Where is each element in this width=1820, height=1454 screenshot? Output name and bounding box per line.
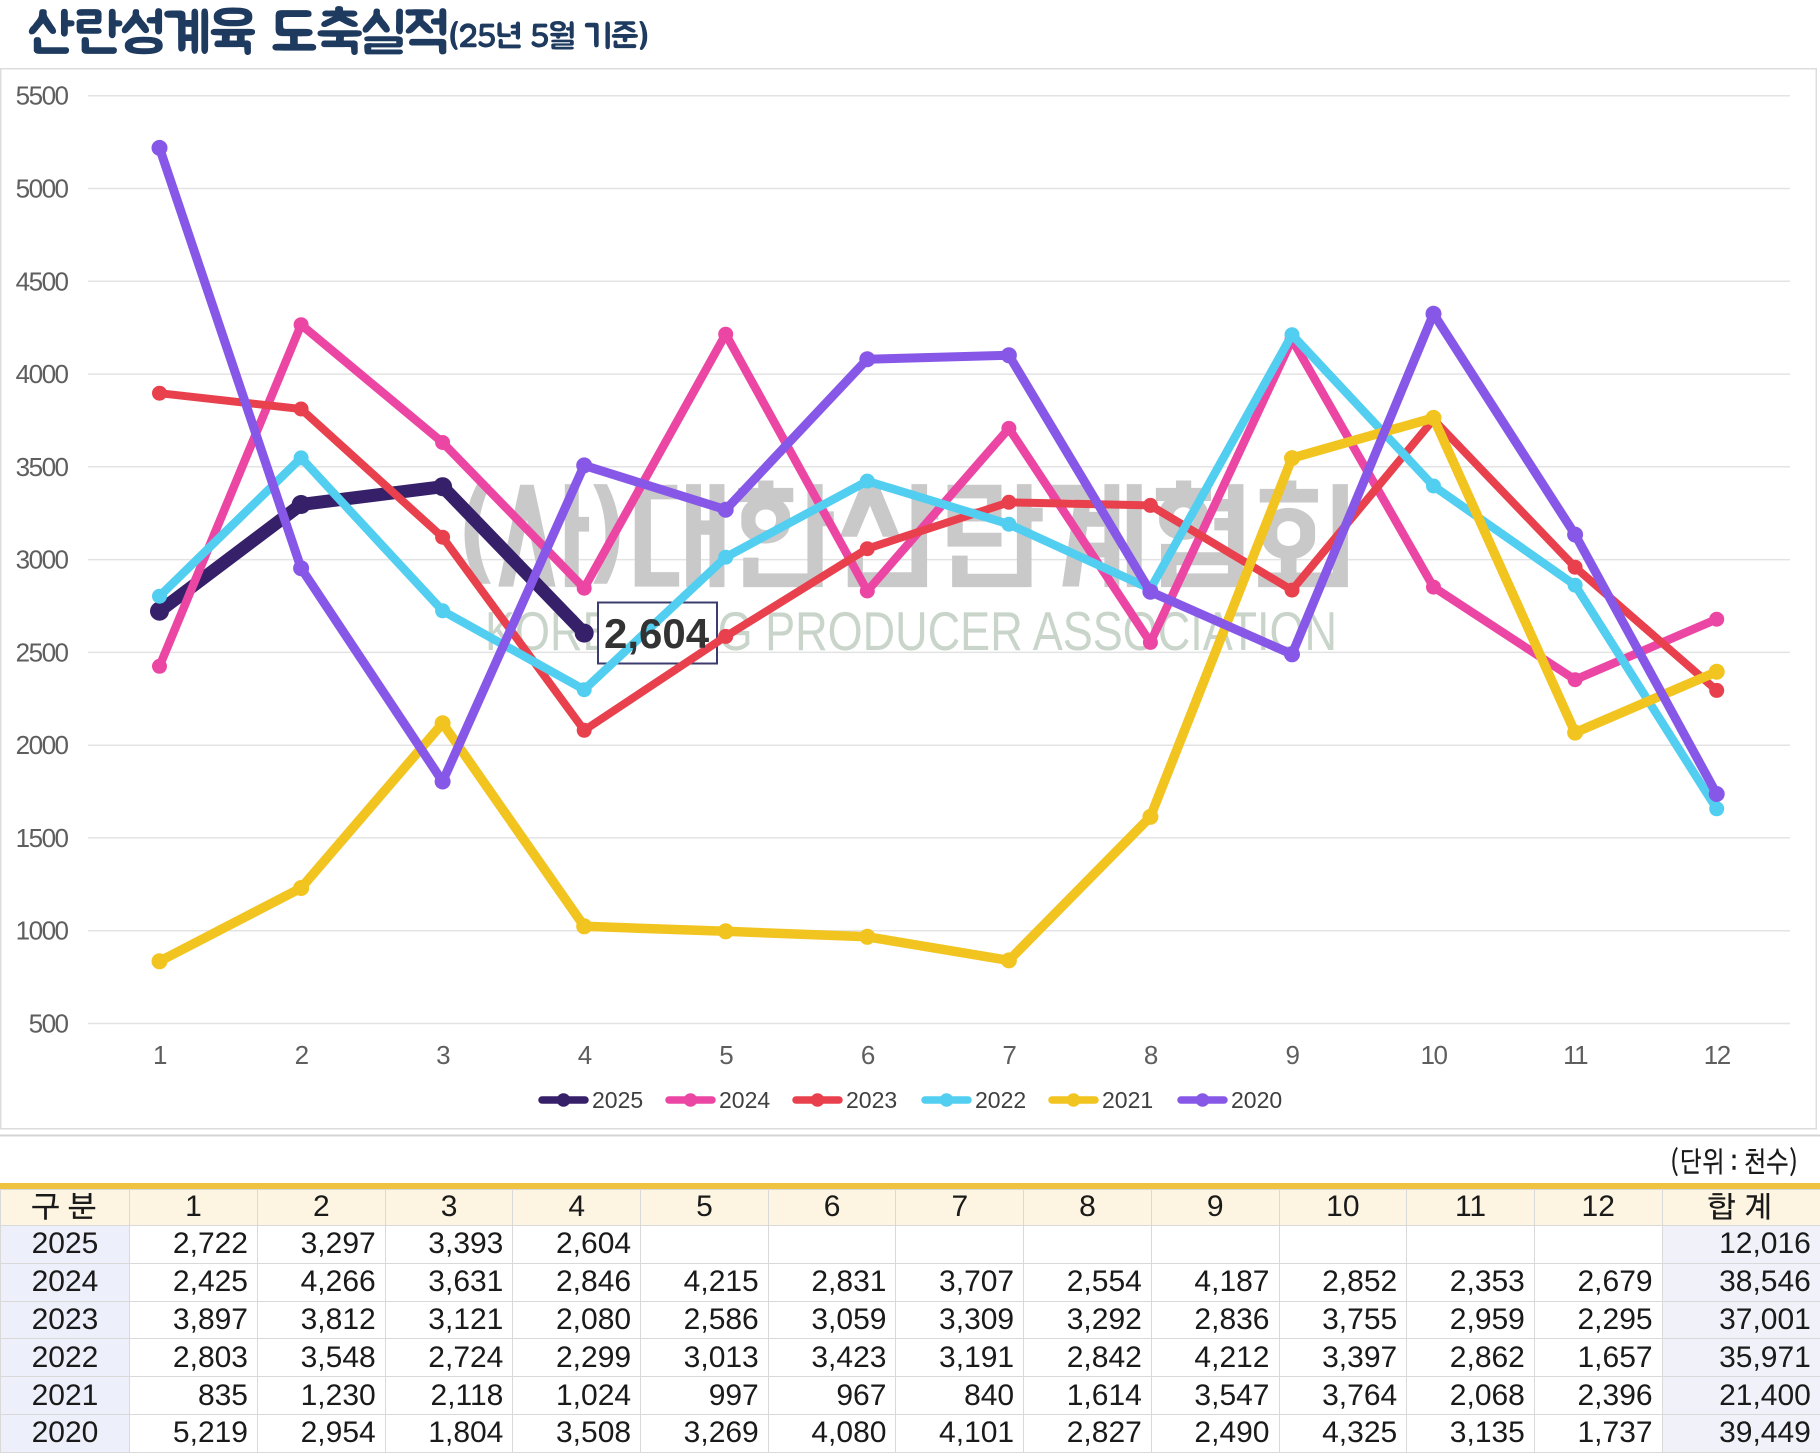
svg-text:10: 10 [1421,1040,1448,1070]
svg-text:2500: 2500 [16,637,69,667]
svg-text:6: 6 [861,1040,875,1070]
svg-text:2020: 2020 [1231,1087,1282,1113]
svg-text:4000: 4000 [16,359,69,389]
svg-text:2,604: 2,604 [604,610,710,657]
svg-text:5: 5 [719,1040,733,1070]
svg-text:1000: 1000 [16,916,69,946]
svg-text:2021: 2021 [1102,1087,1153,1113]
svg-text:3500: 3500 [16,452,69,482]
svg-text:4500: 4500 [16,266,69,296]
svg-text:500: 500 [29,1009,69,1039]
svg-text:3: 3 [436,1040,450,1070]
svg-text:7: 7 [1002,1040,1016,1070]
svg-text:11: 11 [1563,1040,1588,1070]
svg-text:2023: 2023 [846,1087,897,1113]
svg-text:8: 8 [1144,1040,1158,1070]
svg-text:1500: 1500 [16,823,69,853]
svg-text:2000: 2000 [16,730,69,760]
svg-text:9: 9 [1286,1040,1300,1070]
svg-text:2025: 2025 [592,1087,643,1113]
svg-text:2024: 2024 [719,1087,770,1113]
svg-text:3000: 3000 [16,545,69,575]
svg-text:1: 1 [153,1040,167,1070]
svg-text:2022: 2022 [975,1087,1026,1113]
svg-text:4: 4 [578,1040,592,1070]
svg-text:5000: 5000 [16,174,69,204]
svg-text:5500: 5500 [16,81,69,111]
svg-text:2: 2 [295,1040,309,1070]
svg-text:12: 12 [1704,1040,1731,1070]
